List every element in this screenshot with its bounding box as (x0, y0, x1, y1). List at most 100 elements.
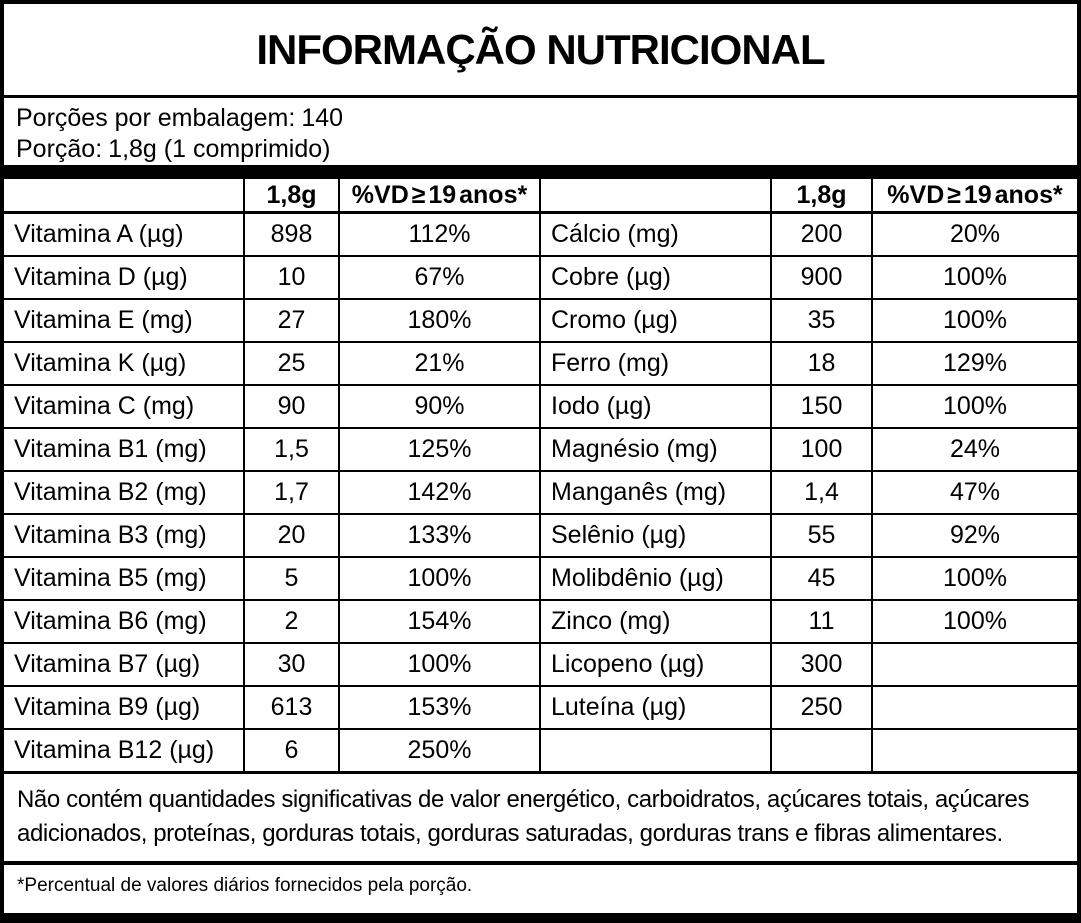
nutrient-name: Vitamina B5 (mg) (4, 556, 245, 601)
nutrient-amount: 150 (770, 384, 873, 429)
nutrient-name: Vitamina E (mg) (4, 298, 245, 343)
table-row: Vitamina B6 (mg) 2 154% Zinco (mg) 11 100% (4, 599, 1077, 644)
table-row: Vitamina K (µg) 25 21% Ferro (mg) 18 129% (4, 341, 1077, 386)
portion-size-label: Porção: (16, 135, 103, 163)
nutrient-amount: 90 (243, 384, 340, 429)
nutrient-amount: 1,5 (243, 427, 340, 472)
nutrition-table-wrap: 1,8g %VD ≥ 19 anos* 1,8g %VD ≥ 19 anos* … (4, 178, 1077, 774)
nutrient-dv: 100% (338, 556, 541, 601)
nutrient-amount: 55 (770, 513, 873, 558)
nutrient-dv: 250% (338, 728, 541, 772)
nutrient-amount: 2 (243, 599, 340, 644)
nutrient-dv: 129% (871, 341, 1077, 386)
daily-value-footnote: *Percentual de valores diários fornecido… (17, 875, 473, 896)
corner-cell (4, 178, 245, 214)
nutrient-name: Vitamina B12 (µg) (4, 728, 245, 772)
nutrient-name: Vitamina B3 (mg) (4, 513, 245, 558)
footnote-section: *Percentual de valores diários fornecido… (4, 865, 1077, 913)
nutrient-amount: 30 (243, 642, 340, 687)
nutrient-name: Iodo (µg) (539, 384, 772, 429)
nutrient-name: Selênio (µg) (539, 513, 772, 558)
nutrient-amount (770, 728, 873, 772)
corner-cell (539, 178, 772, 214)
nutrient-amount: 11 (770, 599, 873, 644)
servings-per-package-line: Porções por embalagem: 140 (16, 103, 1065, 134)
nutrient-dv (871, 728, 1077, 772)
nutrient-dv: 20% (871, 211, 1077, 257)
nutrient-amount: 45 (770, 556, 873, 601)
nutrient-amount: 100 (770, 427, 873, 472)
nutrient-amount: 20 (243, 513, 340, 558)
nutrient-name: Vitamina A (µg) (4, 211, 245, 257)
nutrient-dv: 67% (338, 255, 541, 300)
nutrient-dv: 153% (338, 685, 541, 730)
nutrient-amount: 5 (243, 556, 340, 601)
nutrient-dv: 47% (871, 470, 1077, 515)
nutrient-amount: 1,7 (243, 470, 340, 515)
nutrient-dv: 100% (871, 599, 1077, 644)
nutrient-name: Molibdênio (µg) (539, 556, 772, 601)
table-row: Vitamina B2 (mg) 1,7 142% Manganês (mg) 1,4 4… (4, 470, 1077, 515)
nutrient-amount: 613 (243, 685, 340, 730)
table-row: Vitamina B9 (µg) 613 153% Luteína (µg) 250 (4, 685, 1077, 730)
amount-header-right: 1,8g (770, 178, 873, 214)
dv-header-right: %VD ≥ 19 anos* (871, 178, 1077, 214)
nutrient-dv: 180% (338, 298, 541, 343)
nutrient-name: Vitamina D (µg) (4, 255, 245, 300)
table-row: Vitamina D (µg) 10 67% Cobre (µg) 900 100% (4, 255, 1077, 300)
nutrient-name: Cobre (µg) (539, 255, 772, 300)
nutrient-amount: 25 (243, 341, 340, 386)
nutrient-dv: 154% (338, 599, 541, 644)
servings-per-package-value: 140 (301, 104, 344, 132)
dv-header-left: %VD ≥ 19 anos* (338, 178, 541, 214)
nutrient-name: Ferro (mg) (539, 341, 772, 386)
nutrient-name: Vitamina C (mg) (4, 384, 245, 429)
table-row: Vitamina E (mg) 27 180% Cromo (µg) 35 100% (4, 298, 1077, 343)
nutrient-dv: 90% (338, 384, 541, 429)
page-title: INFORMAÇÃO NUTRICIONAL (256, 25, 825, 73)
nutrient-amount: 900 (770, 255, 873, 300)
nutrient-dv: 92% (871, 513, 1077, 558)
nutrient-name: Zinco (mg) (539, 599, 772, 644)
table-row: Vitamina C (mg) 90 90% Iodo (µg) 150 100% (4, 384, 1077, 429)
servings-per-package-label: Porções por embalagem: (16, 104, 296, 132)
table-header-row: 1,8g %VD ≥ 19 anos* 1,8g %VD ≥ 19 anos* (4, 178, 1077, 214)
title-section: INFORMAÇÃO NUTRICIONAL (4, 4, 1077, 98)
table-row: Vitamina B5 (mg) 5 100% Molibdênio (µg) 45 10… (4, 556, 1077, 601)
nutrient-amount: 18 (770, 341, 873, 386)
nutrient-amount: 6 (243, 728, 340, 772)
portion-size-value: 1,8g (1 comprimido) (108, 135, 331, 163)
table-row: Vitamina A (µg) 898 112% Cálcio (mg) 200 20% (4, 211, 1077, 257)
nutrient-name: Vitamina B1 (mg) (4, 427, 245, 472)
nutrient-dv: 112% (338, 211, 541, 257)
table-row: Vitamina B12 (µg) 6 250% (4, 728, 1077, 772)
nutrient-name: Cálcio (mg) (539, 211, 772, 257)
nutrient-name: Vitamina B2 (mg) (4, 470, 245, 515)
table-row: Vitamina B3 (mg) 20 133% Selênio (µg) 55 92% (4, 513, 1077, 558)
nutrient-name: Manganês (mg) (539, 470, 772, 515)
nutrient-name: Magnésio (mg) (539, 427, 772, 472)
nutrient-amount: 10 (243, 255, 340, 300)
table-row: Vitamina B1 (mg) 1,5 125% Magnésio (mg) 100 2… (4, 427, 1077, 472)
nutrient-name: Cromo (µg) (539, 298, 772, 343)
portion-section: Porções por embalagem: 140 Porção: 1,8g (1… (4, 98, 1077, 165)
nutrient-dv: 100% (871, 298, 1077, 343)
nutrient-amount: 898 (243, 211, 340, 257)
nutrition-table: 1,8g %VD ≥ 19 anos* 1,8g %VD ≥ 19 anos* … (4, 178, 1077, 772)
amount-header-left: 1,8g (243, 178, 340, 214)
nutrient-amount: 35 (770, 298, 873, 343)
nutrient-dv: 133% (338, 513, 541, 558)
table-row: Vitamina B7 (µg) 30 100% Licopeno (µg) 300 (4, 642, 1077, 687)
portion-size-line: Porção: 1,8g (1 comprimido) (16, 134, 1065, 165)
nutrient-dv: 125% (338, 427, 541, 472)
nutrient-name: Luteína (µg) (539, 685, 772, 730)
nutrient-amount: 200 (770, 211, 873, 257)
section-divider-bar (4, 165, 1077, 179)
nutrient-amount: 1,4 (770, 470, 873, 515)
nutrient-dv: 142% (338, 470, 541, 515)
nutrient-dv: 100% (871, 255, 1077, 300)
nutrient-name: Vitamina B9 (µg) (4, 685, 245, 730)
nutrient-name (539, 728, 772, 772)
nutrient-dv (871, 685, 1077, 730)
